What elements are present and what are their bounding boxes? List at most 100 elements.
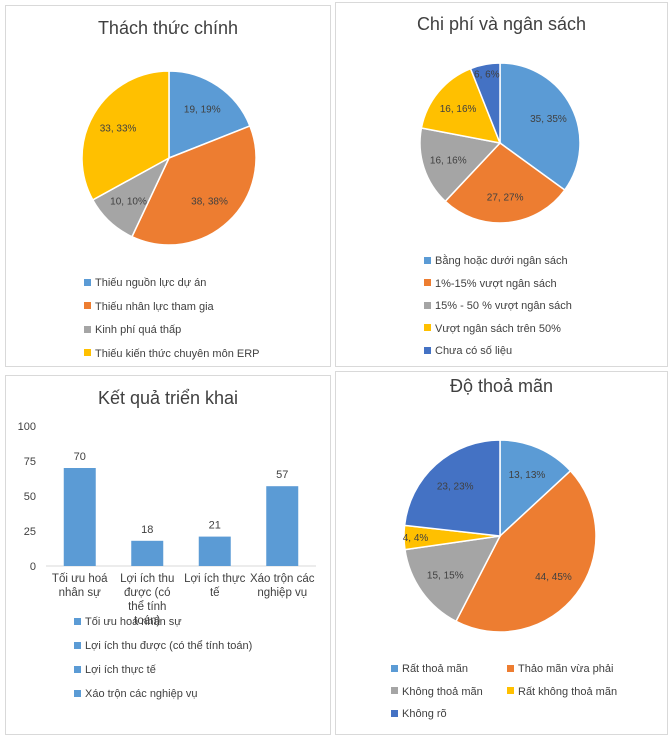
legend-entry: Rất không thoả mãn [507, 686, 617, 698]
data-label: 15, 15% [427, 570, 464, 581]
pie-slice-bang-hoac-duoi-ngan-sach [499, 62, 581, 192]
legend-swatch [424, 346, 431, 354]
legend-swatch [84, 302, 91, 310]
pie-chart-challenges: 19, 19% 38, 38% 10, 10% 33, 33% [81, 70, 257, 246]
pie-slice-1-15-vuot-ngan-sach [444, 142, 566, 224]
legend-entry: Lợi ích thực tế [74, 664, 156, 676]
legend-swatch [391, 709, 398, 717]
y-tick-label: 25 [24, 526, 36, 538]
legend-entry: Không thoả mãn [391, 686, 483, 698]
legend-entry: Xáo trộn các nghiệp vụ [74, 688, 198, 700]
bar-toi-uu-hoa-nhan-su [63, 468, 96, 566]
data-label: 44, 45% [535, 572, 572, 583]
y-tick-label: 50 [24, 491, 36, 503]
legend-label: Chưa có số liệu [435, 345, 513, 357]
bar-xao-tron-cac-nghiep-vu [266, 486, 299, 566]
chart-title: Độ thoả mãn [449, 376, 554, 396]
legend-swatch [74, 617, 81, 625]
data-label: 57 [276, 469, 288, 481]
chart-panel-results: Kết quả triển khai 0 25 50 75 100 70 Tối ưu ho… [5, 375, 331, 735]
chart-title: Chi phí và ngân sách [416, 14, 587, 34]
legend-swatch [424, 279, 431, 287]
legend-entry: Thiếu nhân lực tham gia [84, 301, 214, 313]
data-label: 19, 19% [184, 105, 221, 116]
legend-label: Xáo trộn các nghiệp vụ [85, 688, 198, 700]
data-label: 10, 10% [110, 197, 147, 208]
chart-panel-challenges: Thách thức chính 19, 19% 38, 38% 10, 10% 33… [5, 5, 331, 367]
pie-slice-vuot-ngan-sach-tren-50 [420, 67, 502, 144]
legend-swatch [391, 664, 398, 672]
bar-loi-ich-thu-duoc-co-the-tinh-toan [131, 540, 164, 566]
legend-entry: Vượt ngân sách trên 50% [424, 323, 561, 335]
legend-label: Thiếu nhân lực tham gia [95, 300, 214, 313]
y-tick-label: 100 [18, 421, 36, 433]
legend-entry: Lợi ích thu được (có thể tính toán) [74, 640, 252, 652]
data-label: 35, 35% [530, 114, 567, 125]
legend-swatch [424, 256, 431, 264]
legend-swatch [84, 349, 91, 357]
legend-label: Lợi ích thực tế [85, 664, 156, 676]
legend-label: 1%-15% vượt ngân sách [435, 277, 557, 290]
legend-entry: Rất thoả mãn [391, 663, 468, 675]
x-tick-label: Xáo trộn các nghiệp vụ [250, 573, 315, 599]
data-label: 38, 38% [191, 197, 228, 208]
legend-entry: Thiếu nguồn lực dự án [84, 277, 206, 289]
chart-panel-budget: Chi phí và ngân sách 35, 35% 27, 27% 16, 1… [335, 2, 668, 367]
legend-swatch [391, 687, 398, 695]
legend-swatch [507, 687, 514, 695]
pie-slice-chua-co-so-lieu [469, 62, 501, 144]
bar-loi-ich-thuc-te [198, 536, 231, 566]
y-tick-label: 0 [30, 561, 36, 573]
x-tick-label: Tối ưu hoá nhân sự [52, 573, 108, 599]
pie-slice-thieu-nguon-luc-du-an [168, 70, 251, 160]
data-label: 13, 13% [509, 470, 546, 481]
legend-label: Không rõ [402, 708, 447, 720]
data-label: 6, 6% [474, 69, 500, 80]
legend-label: Vượt ngân sách trên 50% [435, 322, 561, 335]
legend-swatch [74, 689, 81, 697]
legend-swatch [424, 301, 431, 309]
data-label: 4, 4% [403, 533, 429, 544]
bar-chart-results: 0 25 50 75 100 70 Tối ưu hoá nhân sự 18 Lợi ích t… [18, 421, 316, 627]
data-label: 27, 27% [487, 193, 524, 204]
pie-slice-khong-ro [403, 439, 501, 537]
x-tick-label: Lợi ích thu được (có thể tính toán) [120, 573, 174, 627]
legend-entry: Thảo mãn vừa phải [507, 663, 613, 675]
legend-label: Không thoả mãn [402, 685, 483, 698]
chart-title: Kết quả triển khai [97, 388, 239, 408]
legend-entry: Chưa có số liệu [424, 345, 512, 357]
data-label: 16, 16% [440, 104, 477, 115]
pie-slice-thieu-nhan-luc-tham-gia [130, 124, 257, 246]
legend-label: Tối ưu hoá nhân sự [85, 616, 182, 628]
data-label: 23, 23% [437, 481, 474, 492]
chart-title: Thách thức chính [97, 18, 239, 38]
pie-slice-khong-thoa-man [404, 535, 502, 623]
legend-label: Thảo mãn vừa phải [518, 663, 614, 675]
legend-swatch [84, 325, 91, 333]
legend-label: Bằng hoặc dưới ngân sách [435, 255, 568, 267]
legend-entry: Tối ưu hoá nhân sự [74, 616, 182, 628]
pie-slice-thao-man-vua-phai [454, 469, 597, 633]
legend-swatch [84, 278, 91, 286]
x-tick-label: Lợi ích thực tế [184, 573, 246, 599]
data-label: 70 [74, 451, 86, 463]
legend-swatch [74, 665, 81, 673]
legend-label: Thiếu kiến thức chuyên môn ERP [95, 347, 260, 360]
pie-slice-rat-thoa-man [499, 439, 572, 538]
legend-label: Thiếu nguồn lực dự án [95, 277, 207, 289]
legend-label: Kinh phí quá thấp [95, 324, 182, 336]
data-label: 18 [141, 524, 153, 536]
legend-label: Lợi ích thu được (có thể tính toán) [85, 640, 253, 652]
pie-slice-15-50-vuot-ngan-sach [419, 127, 502, 203]
legend-entry: Bằng hoặc dưới ngân sách [424, 255, 568, 267]
chart-panel-satisfaction: Độ thoả mãn 13, 13% 44, 45% 15, 15% 4, 4% 23… [335, 371, 668, 735]
legend-swatch [424, 324, 431, 332]
pie-chart-budget: 35, 35% 27, 27% 16, 16% 16, 16% 6, 6% [419, 62, 581, 224]
legend-swatch [74, 641, 81, 649]
pie-slice-thieu-kien-thuc-chuyen-mon-erp [81, 70, 170, 201]
legend-label: 15% - 50 % vượt ngân sách [435, 300, 572, 312]
legend-label: Rất không thoả mãn [518, 685, 618, 698]
data-label: 16, 16% [430, 155, 467, 166]
y-tick-label: 75 [24, 456, 36, 468]
pie-chart-satisfaction: 13, 13% 44, 45% 15, 15% 4, 4% 23, 23% [403, 439, 597, 633]
